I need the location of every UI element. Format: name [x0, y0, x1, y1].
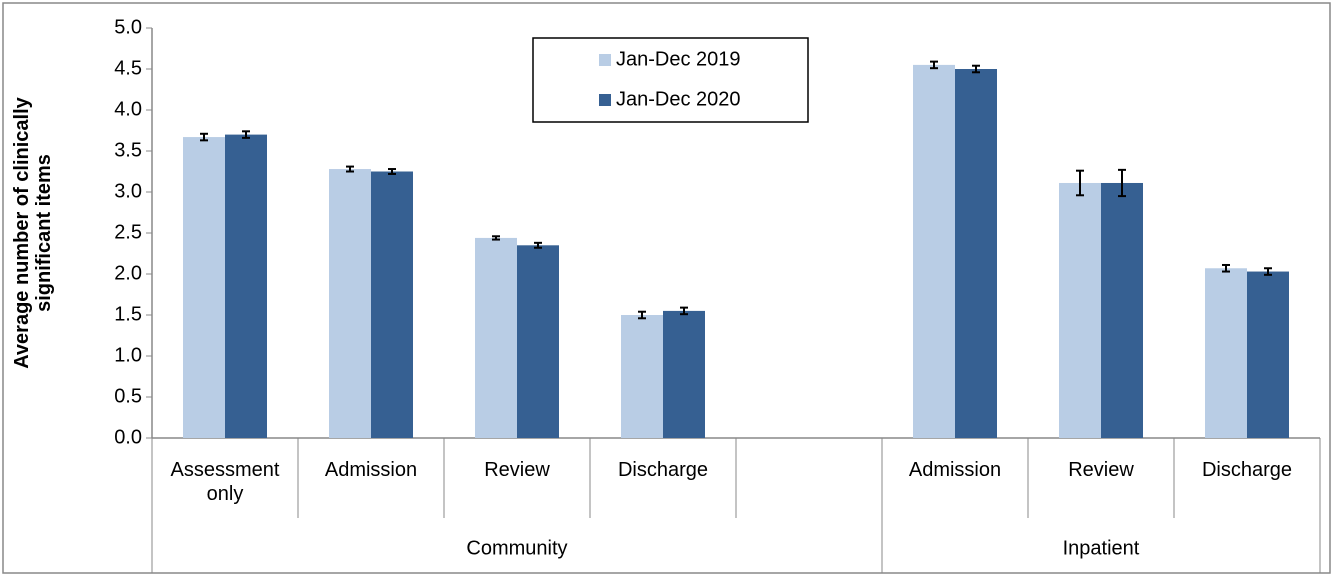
error-bar — [492, 235, 500, 241]
error-bar — [930, 60, 938, 70]
bar — [621, 315, 663, 438]
group-label: Community — [466, 537, 567, 559]
error-bar — [388, 168, 396, 175]
bar — [371, 171, 413, 438]
y-axis-label: Average number of clinicallysignificant … — [11, 96, 55, 368]
error-bar — [1076, 169, 1084, 197]
y-tick-label: 1.5 — [114, 303, 142, 325]
error-bar — [534, 241, 542, 249]
y-tick-label: 0.0 — [114, 426, 142, 448]
y-tick-label: 1.0 — [114, 344, 142, 366]
legend-label: Jan-Dec 2019 — [616, 48, 741, 70]
bar — [955, 69, 997, 438]
bar — [1205, 268, 1247, 438]
bar — [1059, 182, 1101, 438]
error-bar — [346, 165, 354, 173]
legend-label: Jan-Dec 2020 — [616, 88, 741, 110]
y-tick-label: 2.5 — [114, 221, 142, 243]
x-tick-label: Review — [484, 459, 550, 481]
error-bar — [680, 306, 688, 316]
error-bar — [638, 310, 646, 320]
bar — [517, 245, 559, 438]
bar — [913, 64, 955, 439]
x-tick-label: Discharge — [1201, 459, 1293, 481]
legend-swatch — [599, 54, 611, 66]
bar — [225, 134, 267, 438]
y-tick-label: 3.0 — [114, 180, 142, 202]
x-tick-label: Discharge — [617, 459, 709, 481]
group-label: Inpatient — [1063, 537, 1140, 559]
error-bar — [200, 132, 208, 142]
legend-box — [532, 37, 809, 123]
y-tick-label: 0.5 — [114, 385, 142, 407]
error-bar — [1264, 267, 1272, 276]
y-tick-label: 3.5 — [114, 139, 142, 161]
bar — [1247, 271, 1289, 438]
legend-swatch — [599, 94, 611, 106]
bar — [475, 237, 517, 438]
y-tick-label: 4.0 — [114, 98, 142, 120]
x-tick-label: Review — [1068, 459, 1134, 481]
error-bar — [242, 130, 250, 139]
y-axis-label-line: significant items — [33, 154, 55, 312]
error-bar — [1118, 168, 1126, 198]
y-tick-label: 2.0 — [114, 262, 142, 284]
y-axis-label-line: Average number of clinically — [11, 96, 33, 368]
x-tick-label: Admission — [908, 459, 1002, 481]
bar — [183, 137, 225, 438]
y-tick-label: 4.5 — [114, 57, 142, 79]
error-bar — [972, 64, 980, 74]
x-tick-label: Admission — [324, 459, 418, 481]
y-tick-label: 5.0 — [114, 16, 142, 38]
bar — [329, 169, 371, 439]
error-bar — [1222, 263, 1230, 273]
bar — [1101, 182, 1143, 438]
x-tick-label: Assessment only — [170, 459, 280, 505]
bar — [663, 310, 705, 438]
